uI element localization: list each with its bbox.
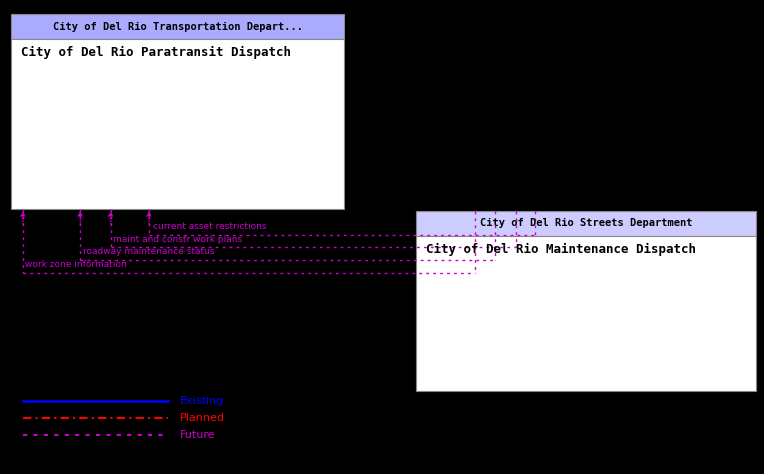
Text: current asset restrictions: current asset restrictions bbox=[153, 222, 267, 231]
Text: Future: Future bbox=[180, 430, 215, 440]
Text: City of Del Rio Streets Department: City of Del Rio Streets Department bbox=[480, 218, 693, 228]
Text: City of Del Rio Maintenance Dispatch: City of Del Rio Maintenance Dispatch bbox=[426, 243, 695, 256]
Bar bbox=[416, 211, 756, 236]
Bar bbox=[11, 14, 344, 39]
Bar bbox=[416, 236, 756, 391]
Text: roadway maintenance status: roadway maintenance status bbox=[83, 247, 214, 256]
Bar bbox=[11, 39, 344, 209]
Text: work zone information: work zone information bbox=[25, 260, 127, 269]
Text: maint and constr work plans: maint and constr work plans bbox=[113, 235, 242, 244]
Text: City of Del Rio Paratransit Dispatch: City of Del Rio Paratransit Dispatch bbox=[21, 46, 290, 59]
Text: Existing: Existing bbox=[180, 395, 224, 406]
Text: City of Del Rio Transportation Depart...: City of Del Rio Transportation Depart... bbox=[53, 21, 303, 32]
Text: Planned: Planned bbox=[180, 413, 225, 423]
